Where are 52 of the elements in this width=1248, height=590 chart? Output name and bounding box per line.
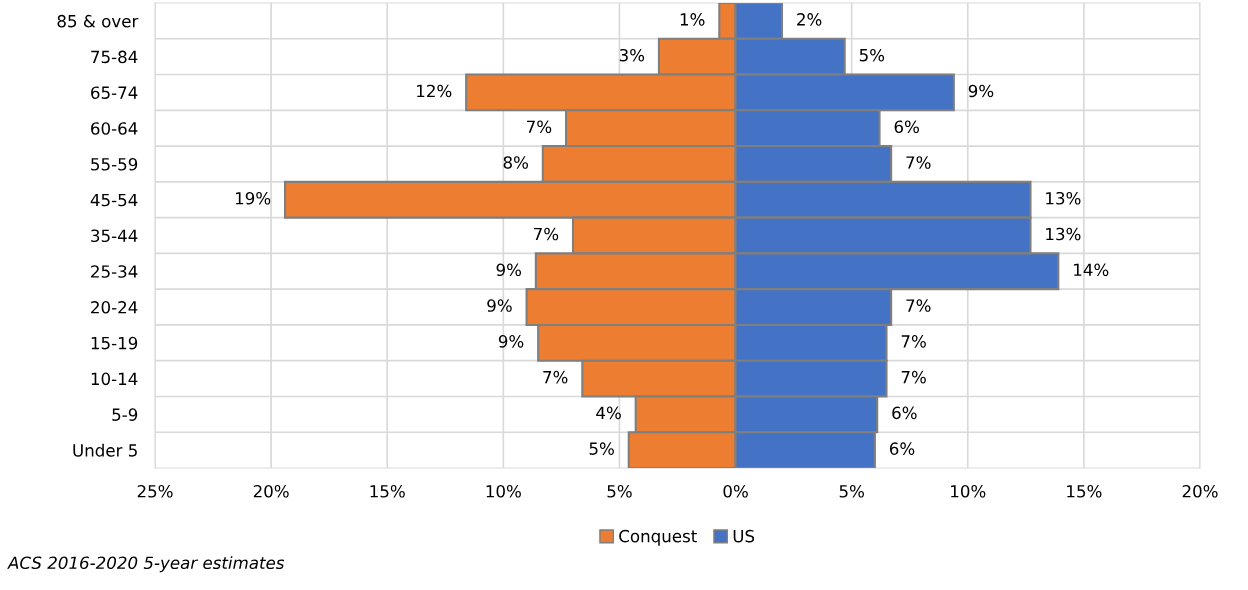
data-label: 9% [496,263,522,277]
data-label: 13% [1046,191,1081,205]
data-label: 9% [498,335,524,348]
y-tick-label: 35-44 [91,229,138,243]
legend-label: US [733,529,755,543]
y-tick-label: 85 & over [57,14,139,28]
x-tick-label: 25% [137,484,173,498]
y-tick-label: 5-9 [112,408,138,421]
data-label: 7% [906,156,931,169]
y-tick-label: 65-74 [91,86,138,99]
x-tick-label: 15% [1067,484,1102,498]
data-label: 14% [1074,263,1109,277]
x-tick-label: 10% [951,484,986,498]
x-tick-label: 20% [253,484,289,498]
data-label: 3% [619,48,645,62]
x-tick-label: 0% [723,484,748,498]
data-label: 8% [503,156,528,169]
y-tick-label: 20-24 [91,301,138,314]
x-tick-label: 20% [1182,484,1218,498]
data-label: 13% [1046,227,1081,241]
y-tick-label: 45-54 [90,193,138,207]
y-tick-label: 10-14 [91,372,138,386]
x-tick-label: 5% [839,484,864,498]
data-label: 7% [543,370,568,384]
data-label: 7% [527,120,552,134]
text: ACS 2016-2020 5-year estimates [7,556,285,573]
data-label: 19% [235,191,271,205]
data-label: 9% [487,299,512,312]
x-tick-label: 15% [370,484,405,498]
y-tick-label: 15-19 [91,336,138,350]
data-label: 5% [589,442,614,455]
data-label: 7% [901,335,926,348]
data-label: 1% [680,13,705,26]
data-label: 12% [417,84,452,98]
data-label: 2% [797,13,822,26]
data-label: 6% [894,120,919,134]
data-label: 7% [534,227,559,241]
data-label: 7% [901,370,926,384]
y-tick-label: Under 5 [73,443,137,457]
data-label: 7% [906,299,931,312]
data-label: 6% [892,406,917,420]
x-tick-label: 5% [607,484,632,498]
x-tick-label: 10% [486,484,521,498]
data-label: 9% [968,84,994,98]
y-tick-label: 25-34 [91,265,138,278]
y-tick-label: 60-64 [91,122,138,135]
data-label: 6% [889,442,915,455]
data-label: 5% [859,48,885,62]
y-tick-label: 75-84 [91,50,138,64]
legend-label: Conquest [619,529,697,546]
y-tick-label: 55-59 [91,157,138,171]
data-label: 4% [596,406,621,420]
